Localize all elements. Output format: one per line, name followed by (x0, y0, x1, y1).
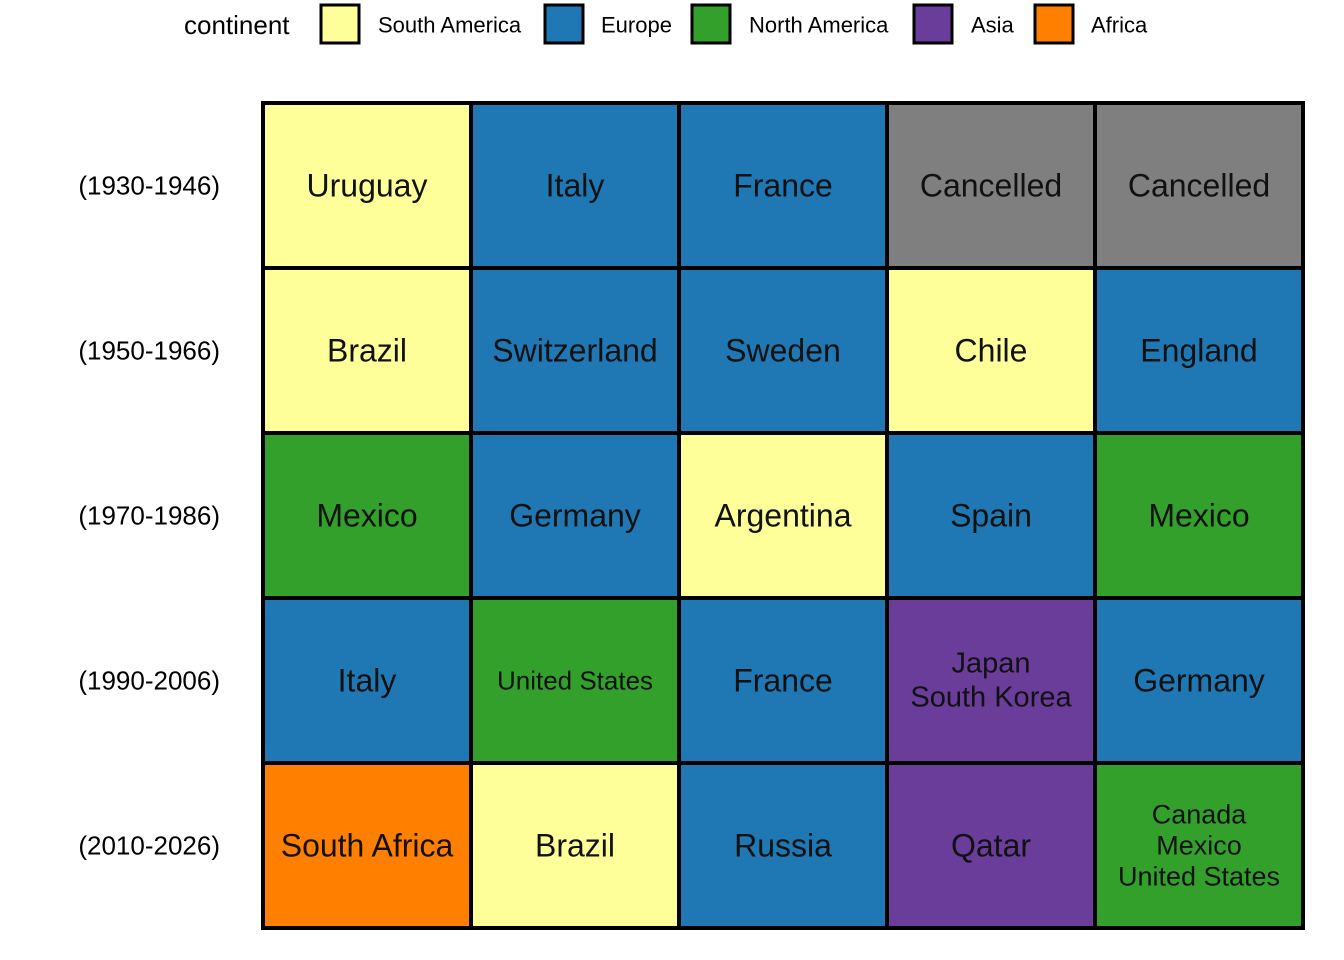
tile-chile: Chile (885, 266, 1097, 435)
tile-background (885, 761, 1097, 930)
tile-uruguay: Uruguay (261, 101, 473, 270)
tile-label: Switzerland (492, 333, 657, 369)
tile-sweden: Sweden (677, 266, 889, 435)
legend: continent South America Europe North Americ… (184, 3, 1148, 45)
tile-label: United States (497, 666, 653, 696)
tile-label: Germany (509, 498, 641, 534)
tile-switzerland: Switzerland (469, 266, 681, 435)
row-label: (1950-1966) (78, 336, 220, 366)
legend-swatch-asia (912, 3, 954, 45)
tile-label: Brazil (535, 828, 615, 864)
tile-label: Chile (955, 333, 1028, 369)
row-label: (1970-1986) (78, 501, 220, 531)
legend-label-europe: Europe (601, 13, 672, 38)
tile-label: Cancelled (920, 168, 1062, 204)
legend-swatch-africa (1033, 3, 1075, 45)
tile-background (469, 101, 681, 270)
legend-title: continent (184, 10, 290, 40)
tile-south-africa: South Africa (261, 761, 473, 930)
tile-background (677, 266, 889, 435)
tile-mexico: Mexico (1093, 431, 1305, 600)
tile-label: Qatar (951, 828, 1031, 864)
tile-label: Sweden (725, 333, 841, 369)
tile-background (469, 596, 681, 765)
tile-label: England (1140, 333, 1257, 369)
tile-label: France (733, 663, 833, 699)
row-label: (2010-2026) (78, 831, 220, 861)
tile-cancelled: Cancelled (885, 101, 1097, 270)
tile-background (469, 761, 681, 930)
row-label: (1990-2006) (78, 666, 220, 696)
tile-japan-south-korea: Japan South Korea (885, 596, 1097, 765)
tile-background (469, 431, 681, 600)
tile-brazil: Brazil (261, 266, 473, 435)
tile-label: Spain (950, 498, 1032, 534)
tile-background (885, 596, 1097, 765)
row-label: (1930-1946) (78, 171, 220, 201)
tile-spain: Spain (885, 431, 1097, 600)
legend-label-asia: Asia (971, 13, 1015, 38)
tile-background (1093, 266, 1305, 435)
tile-label: Mexico (316, 498, 417, 534)
tile-label: Japan South Korea (910, 648, 1072, 714)
tile-label: South Africa (281, 828, 454, 864)
legend-label-africa: Africa (1091, 13, 1148, 38)
tile-label: Uruguay (307, 168, 428, 204)
legend-swatch-south-america (319, 3, 361, 45)
tile-france: France (677, 596, 889, 765)
tile-label: Argentina (715, 498, 852, 534)
tile-germany: Germany (469, 431, 681, 600)
tile-background (885, 431, 1097, 600)
legend-label-north-america: North America (749, 13, 889, 38)
grid-border (261, 101, 1305, 930)
tile-label: Italy (338, 663, 397, 699)
tile-italy: Italy (469, 101, 681, 270)
tile-background (1093, 761, 1305, 930)
tile-mexico: Mexico (261, 431, 473, 600)
tile-label: Italy (546, 168, 605, 204)
tile-label: Russia (734, 828, 832, 864)
tile-canada-mexico-united-states: Canada Mexico United States (1093, 761, 1305, 930)
tile-brazil: Brazil (469, 761, 681, 930)
legend-label-south-america: South America (378, 13, 522, 38)
legend-swatch-north-america (690, 3, 732, 45)
tile-label: France (733, 168, 833, 204)
tile-grid: Uruguay Italy France Cancelled Cancelled Braz… (261, 101, 1305, 930)
tile-russia: Russia (677, 761, 889, 930)
tile-cancelled: Cancelled (1093, 101, 1305, 270)
tile-label: Germany (1133, 663, 1265, 699)
tile-label: Mexico (1148, 498, 1249, 534)
tile-label: Brazil (327, 333, 407, 369)
legend-swatch-europe (543, 3, 585, 45)
tile-germany: Germany (1093, 596, 1305, 765)
tile-england: England (1093, 266, 1305, 435)
tile-background (261, 101, 473, 270)
tile-label: Canada Mexico United States (1118, 800, 1280, 892)
tile-label: Cancelled (1128, 168, 1270, 204)
tile-qatar: Qatar (885, 761, 1097, 930)
tile-argentina: Argentina (677, 431, 889, 600)
row-labels: (1930-1946) (1950-1966) (1970-1986) (1990-2… (78, 171, 220, 861)
tile-united-states: United States (469, 596, 681, 765)
tile-italy: Italy (261, 596, 473, 765)
tile-background (677, 596, 889, 765)
tile-france: France (677, 101, 889, 270)
